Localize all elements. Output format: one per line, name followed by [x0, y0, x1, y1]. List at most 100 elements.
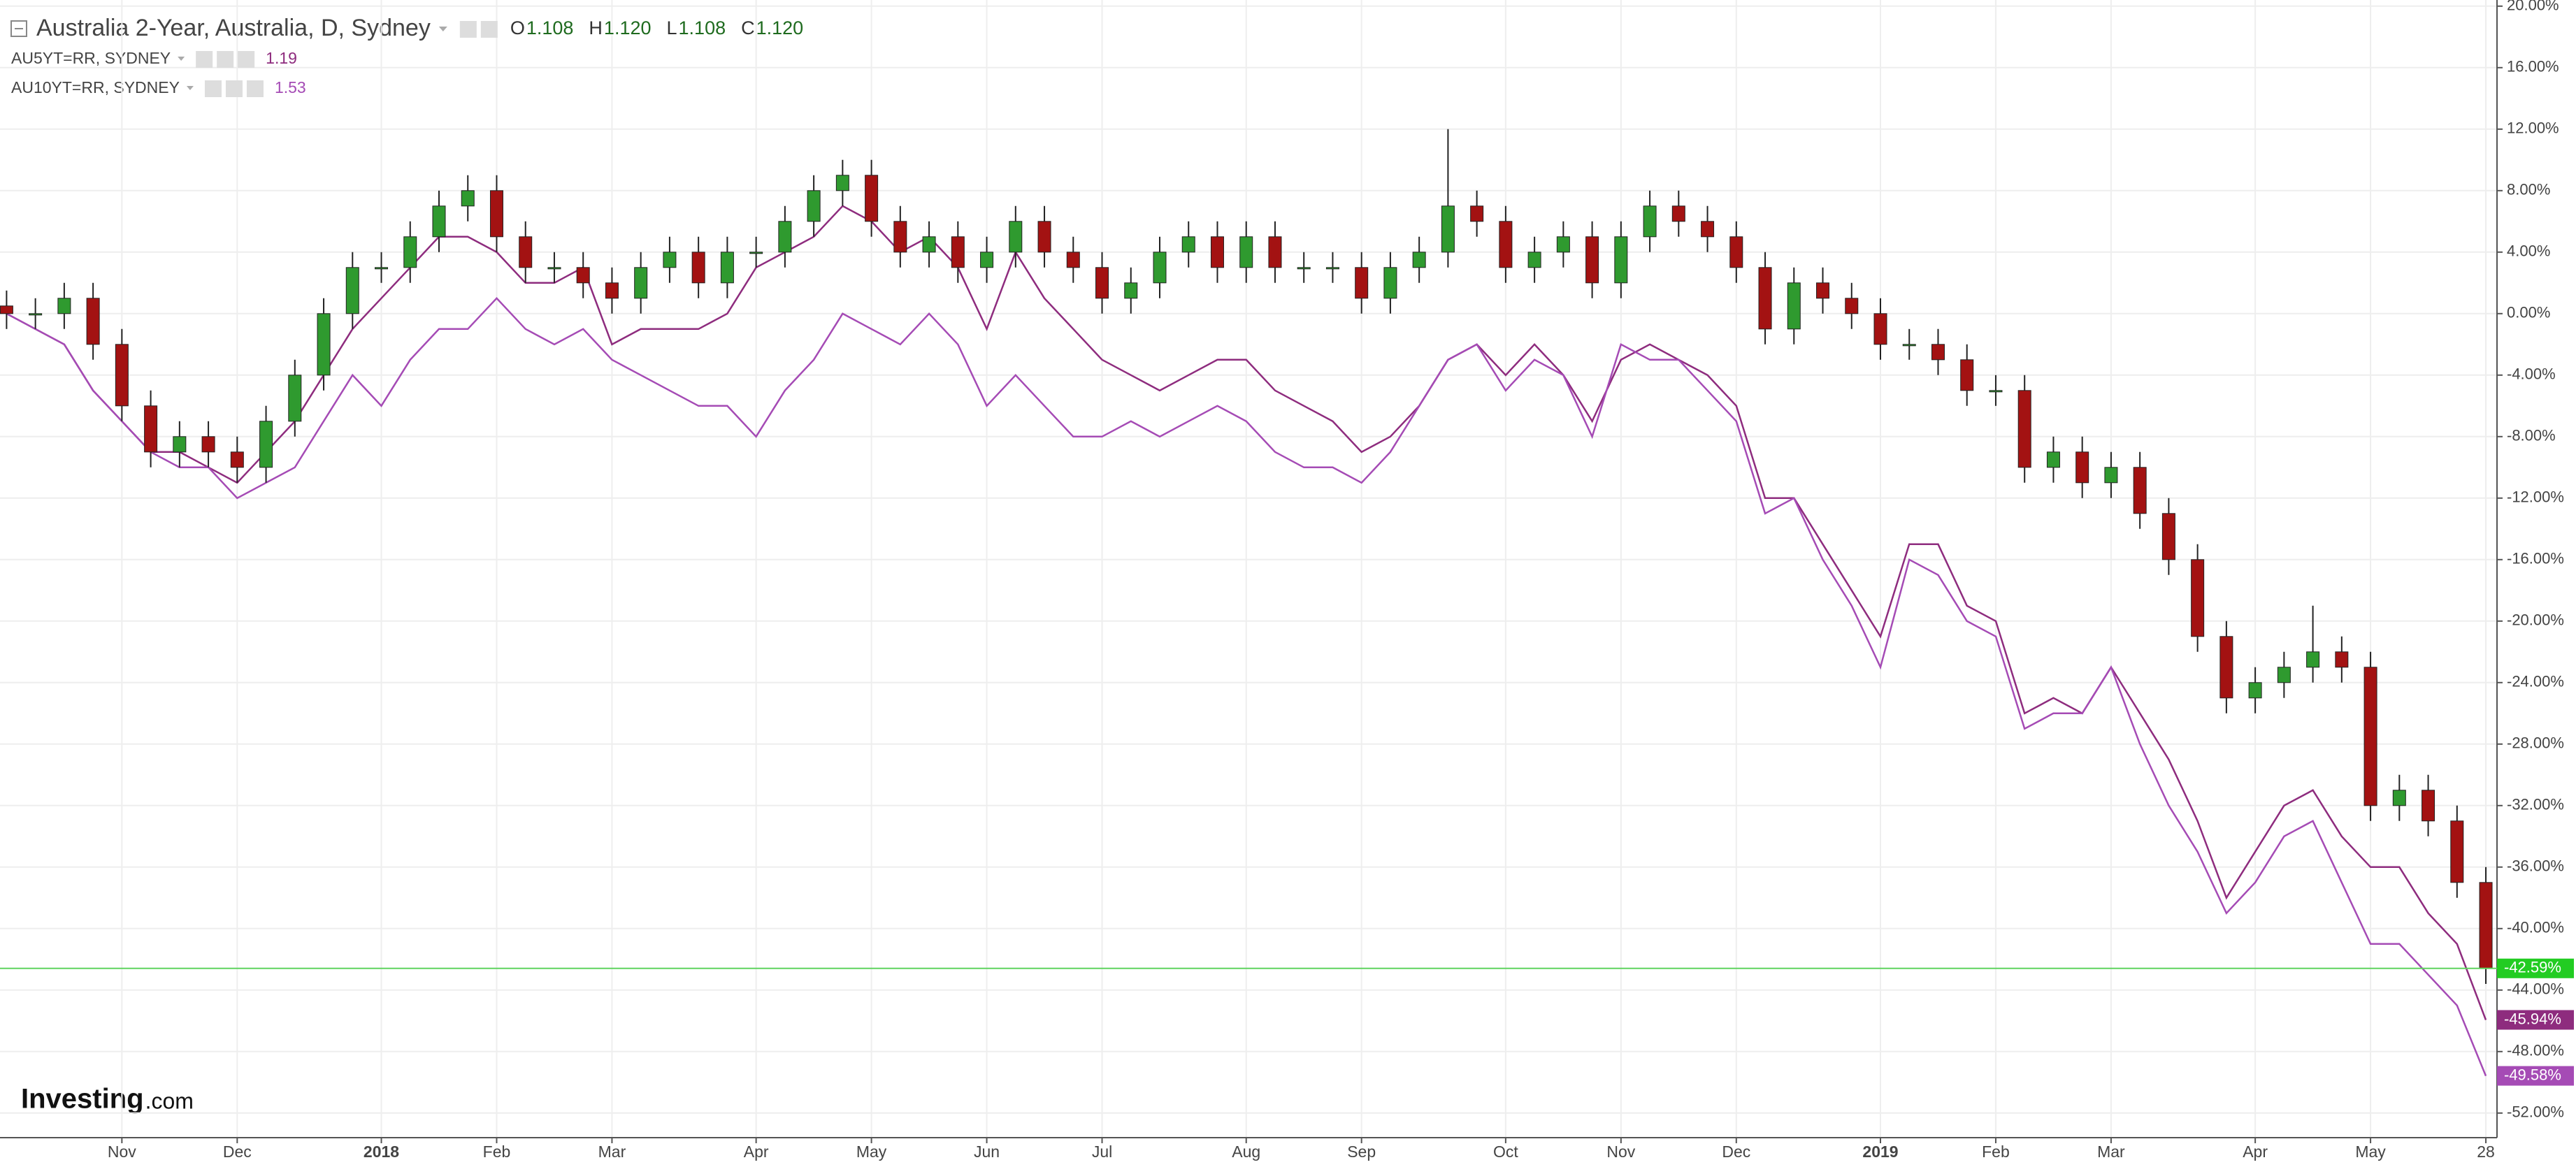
candle-body — [893, 221, 907, 253]
candle-body — [1873, 313, 1887, 345]
candle-body — [1066, 252, 1080, 268]
candle-body — [519, 236, 533, 268]
settings-icon[interactable] — [480, 21, 498, 38]
candle-body — [1787, 282, 1801, 330]
x-tick-label: May — [856, 1143, 887, 1161]
header: Australia 2-Year, Australia, D, Sydney A… — [10, 15, 431, 96]
y-tick-label: 0.00% — [2507, 304, 2550, 321]
candle-body — [0, 305, 13, 314]
candle-body — [2219, 636, 2233, 699]
series-icon[interactable] — [238, 51, 255, 68]
candle-body — [691, 252, 705, 284]
x-tick-label: Mar — [2097, 1143, 2125, 1161]
dropdown-icon — [178, 57, 185, 61]
candle-body — [1816, 282, 1830, 299]
x-tick-label: Oct — [1493, 1143, 1518, 1161]
candle-body — [403, 236, 417, 268]
candle-body — [2017, 390, 2031, 468]
candle-body — [1556, 236, 1570, 253]
candle-body — [2422, 790, 2435, 822]
candle-body — [2306, 651, 2320, 668]
candle-body — [807, 190, 821, 222]
ohlc-value: 1.108 — [526, 17, 574, 38]
candle-body — [1960, 359, 1974, 391]
candle-body — [1441, 205, 1455, 253]
candle-body — [980, 252, 994, 268]
candle-body — [1643, 205, 1657, 238]
candle-body — [173, 436, 187, 453]
candle-body — [778, 221, 792, 253]
candle-body — [1268, 236, 1282, 268]
x-tick-label: 2019 — [1862, 1143, 1898, 1161]
candle-body — [2046, 451, 2060, 468]
logo: Investing — [21, 1084, 144, 1115]
candle-body — [2392, 790, 2406, 806]
series-legend: AU5YT=RR, SYDNEY — [11, 49, 171, 67]
dropdown-icon — [438, 27, 447, 31]
y-tick-label: -28.00% — [2507, 734, 2564, 752]
candle-body — [1297, 267, 1311, 270]
series-icon[interactable] — [204, 80, 222, 97]
series-line — [6, 205, 2487, 1020]
candle-body — [2335, 651, 2349, 668]
x-tick-label: Apr — [2243, 1143, 2268, 1161]
candle-body — [1210, 236, 1224, 268]
y-tick-label: -20.00% — [2507, 611, 2564, 629]
series-legend-value: 1.53 — [275, 78, 306, 96]
chart-title: Australia 2-Year, Australia, D, Sydney — [36, 15, 431, 41]
settings-icon[interactable] — [459, 21, 477, 38]
y-tick-label: -32.00% — [2507, 796, 2564, 813]
y-tick-label: -40.00% — [2507, 919, 2564, 936]
candle-body — [2248, 682, 2262, 699]
candle-body — [1239, 236, 1253, 268]
ohlc-value: 1.108 — [679, 17, 726, 38]
candle-body — [1412, 252, 1426, 268]
candle-body — [115, 344, 129, 407]
candle-body — [1181, 236, 1195, 253]
y-tick-label: -12.00% — [2507, 488, 2564, 506]
candle-body — [461, 190, 475, 207]
x-tick-label: Apr — [744, 1143, 769, 1161]
x-tick-label: Sep — [1347, 1143, 1376, 1161]
candle-body — [576, 267, 590, 284]
series-icon[interactable] — [246, 80, 264, 97]
candle-body — [1325, 267, 1339, 270]
x-tick-label: Jun — [974, 1143, 1000, 1161]
y-tick-label: -8.00% — [2507, 427, 2556, 444]
candle-body — [201, 436, 215, 453]
ohlc-key: H — [589, 17, 603, 38]
y-tick-label: 20.00% — [2507, 0, 2559, 14]
candle-body — [1037, 221, 1051, 253]
candle-body — [432, 205, 446, 238]
candle-body — [1153, 252, 1167, 284]
series-legend-value: 1.19 — [266, 49, 297, 67]
candle-body — [1989, 390, 2003, 393]
candle-body — [663, 252, 677, 268]
candle-body — [375, 267, 389, 270]
candle-body — [2479, 882, 2493, 969]
series-line — [6, 296, 2487, 1077]
y-tick-label: 16.00% — [2507, 58, 2559, 75]
x-tick-label: Mar — [598, 1143, 626, 1161]
candle-body — [1614, 236, 1628, 284]
candle-body — [835, 175, 849, 191]
candle-body — [1009, 221, 1023, 253]
candle-body — [345, 267, 359, 314]
candle-body — [57, 298, 71, 314]
candle-body — [1095, 267, 1109, 299]
price-badge — [2497, 958, 2574, 978]
candle-body — [259, 421, 273, 468]
series-icon[interactable] — [225, 80, 243, 97]
series-icon[interactable] — [217, 51, 234, 68]
series-icon[interactable] — [196, 51, 213, 68]
y-tick-label: 4.00% — [2507, 242, 2550, 260]
y-tick-label: -16.00% — [2507, 550, 2564, 567]
ohlc-key: O — [510, 17, 525, 38]
ohlc-key: C — [741, 17, 755, 38]
logo-brand: Investing — [21, 1084, 144, 1115]
collapse-button[interactable] — [10, 20, 27, 37]
candle-body — [605, 282, 619, 299]
price-label: -45.94% — [2504, 1010, 2561, 1027]
candle-body — [1758, 267, 1772, 330]
